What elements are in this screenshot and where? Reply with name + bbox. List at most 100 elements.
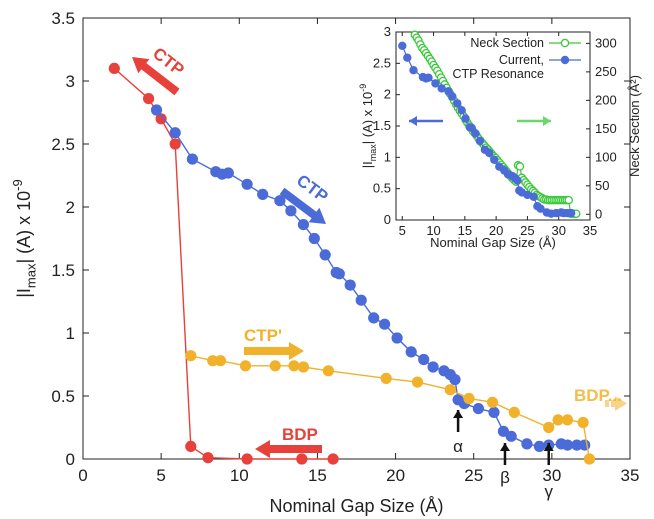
series-0-point-5 xyxy=(202,452,214,464)
series-1-point-19 xyxy=(391,332,403,344)
annotation-arrow-blue-ctp-shape xyxy=(279,187,326,224)
series-1-point-25 xyxy=(449,374,461,386)
inset-x-tick-label-5: 30 xyxy=(551,223,565,238)
series-1-point-8 xyxy=(274,195,286,207)
inset-series-1-point-11 xyxy=(457,106,466,115)
series-0-point-7 xyxy=(296,453,308,465)
x-tick-label-0: 0 xyxy=(78,466,87,485)
series-1-point-10 xyxy=(297,219,309,231)
inset-y-tick-label-4: 2 xyxy=(384,87,391,102)
x-tick-label-3: 15 xyxy=(308,466,327,485)
y-tick-label-4: 2 xyxy=(66,198,75,217)
inset-legend-label-1b: CTP Resonance xyxy=(453,67,545,81)
annotation-arrow-red-ctp-shape xyxy=(132,57,180,96)
inset-series-1-point-31 xyxy=(536,204,545,213)
inset-y-tick-label-2: 1 xyxy=(384,149,391,164)
inset-series-1-point-6 xyxy=(431,79,440,88)
series-1-point-0 xyxy=(150,104,163,116)
inset-series-1-point-25 xyxy=(513,176,522,185)
series-1-point-17 xyxy=(368,312,380,324)
inset-series-1-point-18 xyxy=(485,148,494,158)
inset-series-1-point-2 xyxy=(409,66,418,75)
bdp-dots-head xyxy=(615,396,627,411)
series-2-point-5 xyxy=(288,360,300,372)
inset-y2-tick-label-6: 300 xyxy=(595,35,617,50)
series-0-point-0 xyxy=(108,62,120,74)
inset-y-tick-label-3: 1.5 xyxy=(373,118,391,133)
series-2-point-18 xyxy=(583,453,596,465)
series-0-line xyxy=(113,67,334,460)
series-2-point-7 xyxy=(322,365,334,377)
inset-y-tick-label-1: 0.5 xyxy=(373,181,391,196)
inset-series-0-point-56 xyxy=(515,162,525,171)
series-2-point-6 xyxy=(297,361,309,373)
y-axis-title: |Imax| (A) x 10-9 xyxy=(10,179,39,298)
inset-series-1-point-12 xyxy=(461,114,470,123)
y-tick-label-5: 2.5 xyxy=(51,135,75,154)
series-2-point-1 xyxy=(207,355,219,367)
inset-x-tick-label-4: 25 xyxy=(520,223,534,238)
inset-y2-tick-label-4: 200 xyxy=(595,92,617,107)
series-2-point-15 xyxy=(552,414,564,426)
annotation-arrow-ctp-prime-shape xyxy=(244,342,304,360)
greek-arrow-0-head xyxy=(453,410,464,418)
annotation-arrow-ctp-prime xyxy=(244,342,304,360)
series-1-point-6 xyxy=(241,178,253,190)
inset-y-tick-label-0: 0 xyxy=(384,212,391,227)
series-2-point-17 xyxy=(577,416,589,429)
series-1-point-22 xyxy=(427,361,439,373)
inset-series-1-point-5 xyxy=(424,73,433,82)
series-2-point-4 xyxy=(269,360,281,372)
x-tick-label-2: 10 xyxy=(230,466,249,485)
inset-x-axis-title: Nominal Gap Size (Å) xyxy=(430,235,556,250)
bdp-dots-dash-0 xyxy=(605,400,609,407)
annotation-arrow-bdp xyxy=(255,440,322,458)
inset-legend: Neck Section Current,CTP Resonance xyxy=(453,36,581,81)
annotation-arrow-bdp-shape xyxy=(255,440,322,458)
greek-arrow-2 xyxy=(543,443,554,465)
inset-legend-label-0: Neck Section xyxy=(470,36,544,50)
series-2-point-8 xyxy=(380,372,392,384)
bdp-dots-dash-1 xyxy=(611,400,615,407)
series-0-point-1 xyxy=(143,93,155,105)
inset-chart: 5 10 15 20 25 30 3500.511.522.5305010015020025… xyxy=(358,24,642,250)
series-0-point-4 xyxy=(185,440,197,452)
inset-series-1-point-9 xyxy=(448,92,457,101)
annotation-arrow-red-ctp xyxy=(132,57,180,96)
series-2-point-10 xyxy=(444,384,456,396)
inset-series-1-point-1 xyxy=(403,53,412,62)
inset-y2-tick-label-1: 50 xyxy=(595,178,609,193)
inset-arrow-right-head xyxy=(543,116,551,126)
inset-arrow-right xyxy=(517,116,551,126)
series-1-point-31 xyxy=(505,430,517,442)
series-2-point-12 xyxy=(486,396,499,408)
annotation-label-bdp: BDP xyxy=(282,425,318,444)
series-1-point-16 xyxy=(355,294,367,306)
series-1-point-14 xyxy=(333,268,345,280)
series-2-point-14 xyxy=(543,421,555,434)
series-1-point-7 xyxy=(257,188,269,200)
inset-series-1-point-19 xyxy=(490,155,499,164)
greek-arrow-1-head xyxy=(499,443,510,451)
inset-y-tick-label-6: 3 xyxy=(384,24,391,39)
series-1-point-9 xyxy=(285,205,297,217)
greek-arrow-2-head xyxy=(543,443,554,451)
x-axis-title: Nominal Gap Size (Å) xyxy=(269,496,443,516)
inset-arrow-left-head xyxy=(409,116,417,126)
series-1-point-38 xyxy=(579,439,591,451)
inset-series-1-point-38 xyxy=(567,208,576,218)
series-1-point-5 xyxy=(222,167,234,179)
inset-y-axis-title: |Imax| (A) x 10-9 xyxy=(358,84,378,169)
inset-series-1-point-28 xyxy=(523,190,532,200)
y-tick-label-3: 1.5 xyxy=(51,261,75,280)
greek-label-0: α xyxy=(453,437,463,456)
x-tick-label-6: 30 xyxy=(542,466,561,485)
series-1-point-12 xyxy=(319,249,331,261)
inset-y2-tick-label-0: 0 xyxy=(595,206,602,221)
series-1-point-33 xyxy=(533,440,546,452)
inset-series-1-point-10 xyxy=(453,99,462,108)
inset-series-1-point-15 xyxy=(471,129,480,138)
annotation-arrow-blue-ctp xyxy=(279,187,326,224)
inset-y-tick-label-5: 2.5 xyxy=(373,55,391,70)
